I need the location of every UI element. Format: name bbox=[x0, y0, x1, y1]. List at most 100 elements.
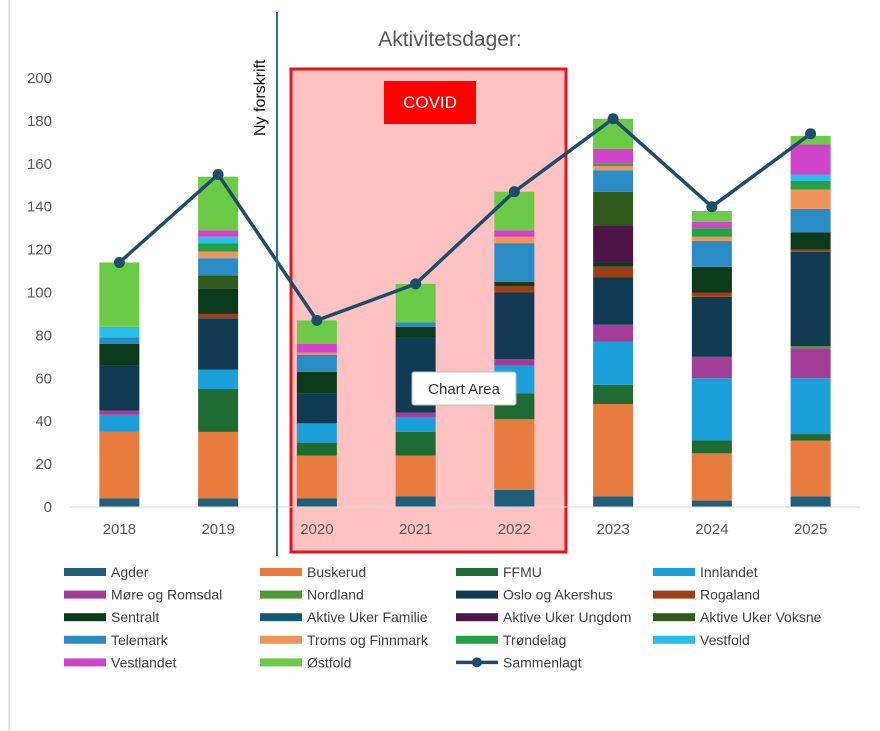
legend-label: Sentralt bbox=[111, 609, 159, 625]
legend-item: Agder bbox=[64, 564, 149, 580]
bar-segment bbox=[790, 249, 831, 252]
y-tick-label: 40 bbox=[35, 413, 52, 430]
x-tick-label: 2025 bbox=[794, 521, 827, 538]
bar-segment bbox=[494, 281, 535, 287]
bar-segment bbox=[198, 288, 239, 314]
legend-item: Innlandet bbox=[653, 564, 758, 580]
bar-segment bbox=[593, 384, 634, 405]
legend-swatch bbox=[260, 590, 302, 599]
legend-swatch bbox=[260, 658, 302, 667]
bar-stack bbox=[296, 320, 337, 507]
legend-item: Vestfold bbox=[653, 632, 750, 648]
y-tick-label: 200 bbox=[27, 70, 52, 87]
bar-segment bbox=[296, 498, 337, 507]
bar-stack bbox=[790, 135, 831, 507]
legend-swatch bbox=[653, 613, 695, 622]
bar-segment bbox=[691, 296, 732, 357]
bar-segment bbox=[494, 191, 535, 231]
bar-segment bbox=[691, 500, 732, 507]
total-line-point bbox=[212, 169, 224, 181]
bar-segment bbox=[790, 346, 831, 349]
bar-segment bbox=[99, 337, 140, 344]
bar-segment bbox=[198, 230, 239, 237]
bar-segment bbox=[198, 243, 239, 252]
y-tick-label: 80 bbox=[35, 327, 52, 344]
bar-stack bbox=[593, 118, 634, 507]
bar-segment bbox=[593, 226, 634, 263]
legend-item: Vestlandet bbox=[64, 654, 176, 670]
bar-segment bbox=[198, 275, 239, 289]
bar-segment bbox=[790, 144, 831, 175]
bar-segment bbox=[494, 230, 535, 237]
bar-segment bbox=[593, 148, 634, 164]
bar-segment bbox=[494, 489, 535, 507]
bar-segment bbox=[198, 236, 239, 244]
bar-segment bbox=[99, 262, 140, 327]
legend-swatch-marker bbox=[472, 657, 482, 668]
legend: Agder Buskerud FFMU Innlandet Møre og Romsda… bbox=[64, 564, 822, 670]
legend-item: Sammenlagt bbox=[456, 654, 582, 670]
bar-segment bbox=[99, 365, 140, 411]
x-tick-label: 2020 bbox=[300, 521, 333, 538]
x-axis: 2018 2019 2020 2021 2022 2023 2024 2025 bbox=[70, 506, 860, 538]
legend-swatch bbox=[653, 590, 695, 599]
legend-item: Nordland bbox=[260, 587, 364, 603]
legend-label: Agder bbox=[111, 564, 149, 580]
legend-swatch bbox=[456, 613, 498, 622]
x-tick-label: 2019 bbox=[201, 521, 234, 538]
legend-label: Trøndelag bbox=[503, 632, 566, 648]
bar-segment bbox=[494, 292, 535, 359]
bar-segment bbox=[296, 442, 337, 456]
bar-segment bbox=[691, 210, 732, 222]
bar-segment bbox=[593, 496, 634, 507]
bar-segment bbox=[198, 431, 239, 499]
total-line-point bbox=[311, 314, 323, 326]
bar-segment bbox=[593, 404, 634, 497]
bar-segment bbox=[790, 189, 831, 209]
bar-segment bbox=[99, 431, 140, 499]
bar-segment bbox=[593, 266, 634, 278]
legend-label: Rogaland bbox=[700, 587, 760, 603]
legend-label: Aktive Uker Voksne bbox=[700, 609, 822, 625]
x-tick-label: 2024 bbox=[695, 521, 728, 538]
bar-segment bbox=[790, 232, 831, 250]
bar-segment bbox=[593, 262, 634, 267]
bar-segment bbox=[691, 378, 732, 441]
bar-stack bbox=[691, 210, 732, 507]
y-tick-label: 20 bbox=[35, 456, 52, 473]
legend-item: Rogaland bbox=[653, 587, 760, 603]
y-tick-label: 120 bbox=[27, 242, 52, 259]
bar-segment bbox=[494, 236, 535, 244]
bar-stack bbox=[99, 262, 140, 507]
bar-segment bbox=[691, 241, 732, 267]
total-line-point bbox=[607, 113, 619, 125]
legend-item: Aktive Uker Voksne bbox=[653, 609, 822, 625]
bar-segment bbox=[691, 453, 732, 501]
bar-segment bbox=[790, 496, 831, 507]
legend-label: Vestlandet bbox=[111, 654, 176, 670]
bar-segment bbox=[296, 320, 337, 344]
bar-segment bbox=[691, 292, 732, 297]
bar-segment bbox=[593, 163, 634, 166]
total-line-point bbox=[410, 278, 422, 290]
bar-segment bbox=[296, 371, 337, 394]
legend-swatch bbox=[64, 568, 106, 576]
regulation-label: Ny forskrift bbox=[252, 59, 269, 136]
legend-item: Sentralt bbox=[64, 609, 159, 625]
legend-label: Nordland bbox=[307, 587, 364, 603]
legend-swatch bbox=[456, 590, 498, 599]
legend-swatch bbox=[456, 635, 498, 644]
bar-segment bbox=[296, 423, 337, 443]
legend-label: Østfold bbox=[307, 654, 351, 670]
total-line-path bbox=[118, 117, 812, 323]
bar-segment bbox=[395, 412, 436, 417]
bar-segment bbox=[593, 170, 634, 192]
legend-label: Innlandet bbox=[700, 564, 758, 580]
legend-swatch bbox=[64, 590, 106, 599]
bar-segment bbox=[790, 174, 831, 181]
tooltip-text: Chart Area bbox=[428, 381, 500, 398]
bar-segment bbox=[296, 393, 337, 424]
bar-segment bbox=[198, 313, 239, 319]
bar-segment bbox=[593, 324, 634, 342]
